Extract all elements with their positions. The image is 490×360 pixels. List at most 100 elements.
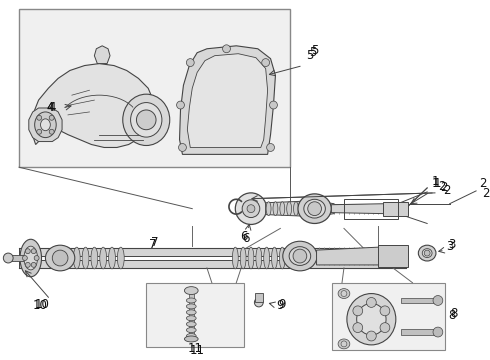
Ellipse shape — [46, 245, 75, 271]
Ellipse shape — [271, 247, 277, 269]
Ellipse shape — [74, 247, 80, 269]
Text: 1: 1 — [431, 176, 439, 189]
Circle shape — [341, 341, 347, 347]
Ellipse shape — [273, 202, 278, 216]
Circle shape — [267, 144, 274, 152]
Ellipse shape — [298, 194, 331, 224]
Circle shape — [25, 249, 30, 254]
Text: 6: 6 — [241, 230, 248, 243]
Circle shape — [242, 200, 260, 217]
Ellipse shape — [186, 298, 196, 303]
Polygon shape — [187, 54, 268, 148]
Bar — [344, 199, 398, 219]
Text: 4: 4 — [47, 102, 54, 114]
Circle shape — [433, 296, 443, 305]
Ellipse shape — [118, 247, 124, 269]
Circle shape — [235, 193, 267, 225]
Ellipse shape — [91, 247, 98, 269]
Ellipse shape — [266, 202, 271, 216]
Circle shape — [52, 250, 68, 266]
Circle shape — [341, 291, 347, 297]
Circle shape — [178, 144, 186, 152]
Text: 11: 11 — [188, 342, 203, 355]
Circle shape — [176, 101, 184, 109]
Bar — [401, 329, 438, 335]
Ellipse shape — [109, 247, 116, 269]
Circle shape — [23, 256, 27, 261]
Text: 9: 9 — [278, 298, 286, 311]
Circle shape — [367, 297, 376, 307]
Polygon shape — [31, 64, 153, 148]
Polygon shape — [266, 201, 334, 217]
Ellipse shape — [56, 247, 63, 269]
Ellipse shape — [418, 245, 436, 261]
Text: 10: 10 — [33, 299, 48, 312]
Circle shape — [293, 249, 307, 263]
Ellipse shape — [280, 202, 285, 216]
Ellipse shape — [24, 246, 38, 270]
Circle shape — [262, 59, 270, 67]
Circle shape — [49, 115, 54, 120]
Text: 3: 3 — [448, 238, 455, 251]
Ellipse shape — [304, 199, 325, 218]
Ellipse shape — [186, 310, 196, 315]
Circle shape — [186, 59, 194, 67]
Ellipse shape — [100, 247, 107, 269]
Circle shape — [222, 45, 230, 53]
Ellipse shape — [347, 293, 396, 345]
Text: 2: 2 — [479, 177, 487, 190]
Text: 4: 4 — [49, 100, 56, 113]
Circle shape — [380, 306, 390, 316]
Ellipse shape — [82, 247, 89, 269]
Circle shape — [367, 331, 376, 341]
Text: 2: 2 — [482, 187, 490, 201]
Circle shape — [34, 256, 39, 261]
Circle shape — [380, 323, 390, 333]
Text: 7: 7 — [151, 236, 159, 249]
Text: 2: 2 — [440, 181, 447, 194]
Circle shape — [247, 205, 255, 213]
Ellipse shape — [35, 112, 56, 138]
Ellipse shape — [422, 249, 432, 257]
Ellipse shape — [184, 287, 198, 294]
Text: 10: 10 — [35, 298, 50, 311]
Circle shape — [37, 129, 42, 134]
Ellipse shape — [186, 316, 196, 321]
Ellipse shape — [20, 239, 42, 277]
Text: 9: 9 — [276, 299, 284, 312]
Text: 8: 8 — [448, 309, 455, 322]
Ellipse shape — [289, 247, 311, 265]
Ellipse shape — [248, 247, 254, 269]
Bar — [19, 248, 406, 256]
Text: 1: 1 — [433, 177, 441, 190]
Ellipse shape — [279, 247, 285, 269]
Ellipse shape — [41, 119, 50, 131]
Ellipse shape — [240, 247, 246, 269]
Text: 2: 2 — [438, 180, 445, 193]
Ellipse shape — [186, 328, 196, 333]
Polygon shape — [179, 46, 275, 154]
Ellipse shape — [338, 339, 350, 349]
Text: 6: 6 — [243, 232, 250, 245]
Circle shape — [433, 327, 443, 337]
Circle shape — [136, 110, 156, 130]
Ellipse shape — [338, 289, 350, 298]
Text: 1: 1 — [431, 175, 439, 188]
Ellipse shape — [65, 247, 72, 269]
Circle shape — [308, 202, 321, 216]
Bar — [189, 293, 194, 340]
Bar — [332, 283, 445, 350]
Polygon shape — [383, 202, 408, 216]
Ellipse shape — [256, 247, 262, 269]
Polygon shape — [378, 245, 408, 267]
Ellipse shape — [264, 247, 270, 269]
Text: 11: 11 — [190, 344, 205, 357]
Ellipse shape — [186, 333, 196, 338]
Text: 5: 5 — [306, 49, 314, 62]
Polygon shape — [29, 108, 62, 141]
Text: 7: 7 — [149, 238, 157, 251]
Text: 3: 3 — [446, 240, 453, 253]
Circle shape — [353, 306, 363, 316]
Ellipse shape — [186, 304, 196, 309]
Circle shape — [49, 129, 54, 134]
